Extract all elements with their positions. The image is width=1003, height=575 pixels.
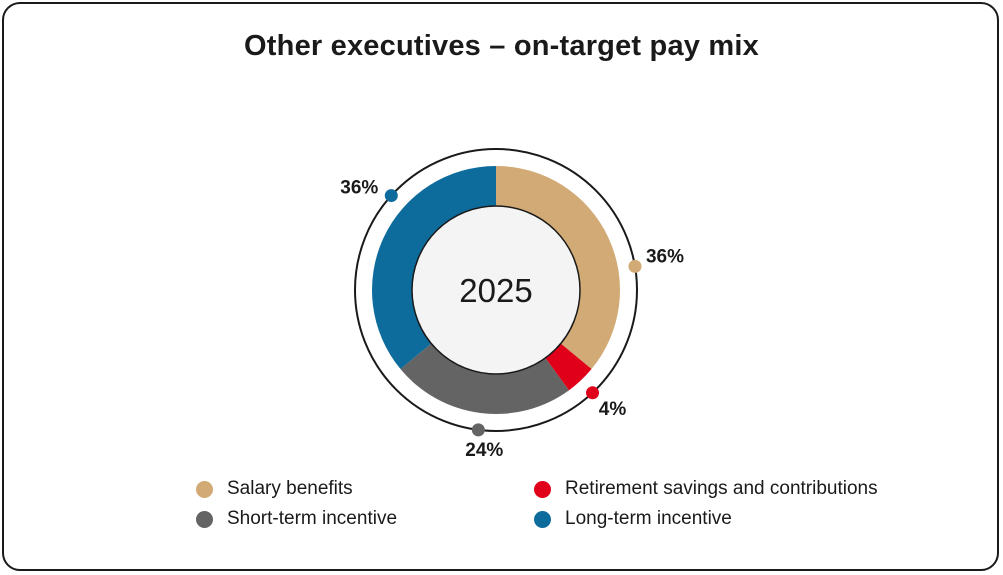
marker-retirement: [586, 386, 600, 400]
legend-item-short-term: Short-term incentive: [196, 508, 397, 530]
legend-dot-salary: [196, 480, 213, 498]
slice-long-term: [372, 166, 496, 370]
legend-dot-short-term: [196, 510, 213, 528]
legend-label-long-term: Long-term incentive: [565, 508, 732, 529]
center-disc: [411, 205, 581, 375]
slice-short-term: [400, 343, 569, 415]
slice-salary: [496, 166, 620, 370]
legend-item-long-term: Long-term incentive: [534, 508, 732, 530]
legend-dot-retirement: [534, 480, 551, 498]
value-label-short-term: 24%: [465, 440, 503, 461]
value-label-salary: 36%: [646, 246, 684, 267]
legend-item-salary: Salary benefits: [196, 478, 353, 500]
value-label-long-term: 36%: [340, 178, 378, 199]
center-label: 2025: [459, 272, 532, 309]
legend-label-short-term: Short-term incentive: [227, 508, 398, 529]
marker-short-term: [471, 423, 485, 437]
value-label-retirement: 4%: [599, 399, 627, 420]
legend-label-retirement: Retirement savings and contributions: [565, 478, 878, 499]
legend-item-retirement: Retirement savings and contributions: [534, 478, 878, 500]
slice-retirement: [545, 343, 592, 391]
outer-ring: [354, 148, 638, 432]
legend-label-salary: Salary benefits: [227, 478, 353, 499]
marker-long-term: [384, 189, 398, 203]
marker-salary: [628, 259, 642, 273]
chart-title: Other executives – on-target pay mix: [244, 30, 759, 62]
legend-dot-long-term: [534, 510, 551, 528]
